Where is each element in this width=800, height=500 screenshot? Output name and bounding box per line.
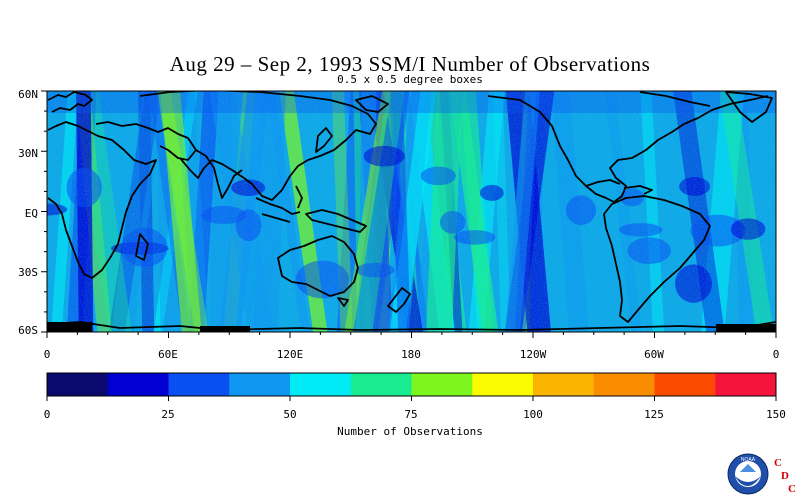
- colorbar-segment: [290, 373, 352, 396]
- colorbar-segment: [168, 373, 230, 396]
- lat-label-30s: 30S: [18, 266, 38, 279]
- colorbar-segment: [350, 373, 412, 396]
- lon-label-0-east: 0: [772, 348, 780, 361]
- colorbar-tick-50: 50: [283, 408, 297, 421]
- colorbar-tick-150: 150: [766, 408, 786, 421]
- logo-letter-c1: C: [774, 457, 782, 469]
- colorbar-tick-100: 100: [523, 408, 543, 421]
- logo-letter-c2: C: [788, 483, 796, 495]
- axis-ticks: [41, 90, 777, 401]
- lat-label-30n: 30N: [18, 147, 38, 160]
- colorbar-segment: [107, 373, 169, 396]
- coastlines: [47, 91, 776, 331]
- lat-label-60s: 60S: [18, 324, 38, 337]
- observation-field: [47, 91, 776, 332]
- map-title: Aug 29 – Sep 2, 1993 SSM/I Number of Obs…: [169, 52, 651, 76]
- colorbar-tick-125: 125: [644, 408, 664, 421]
- lat-label-eq: EQ: [24, 207, 38, 220]
- colorbar-segment: [47, 373, 109, 396]
- colorbar-segment: [654, 373, 716, 396]
- colorbar-segment: [715, 373, 777, 396]
- colorbar-segment: [593, 373, 655, 396]
- colorbar-segment: [411, 373, 473, 396]
- noaa-logo-text: NOAA: [741, 457, 756, 463]
- colorbar-title: Number of Observations: [337, 425, 483, 438]
- lon-label-60w: 60W: [644, 348, 664, 361]
- colorbar: [47, 373, 777, 396]
- colorbar-segment: [533, 373, 595, 396]
- lon-label-60e: 60E: [158, 348, 178, 361]
- logo-letter-d: D: [781, 470, 789, 482]
- colorbar-segment: [472, 373, 534, 396]
- colorbar-tick-0: 0: [43, 408, 51, 421]
- colorbar-segment: [229, 373, 291, 396]
- lat-label-60n: 60N: [18, 88, 38, 101]
- colorbar-tick-25: 25: [161, 408, 175, 421]
- noaa-cdc-logo: NOAA C D C: [726, 452, 798, 497]
- colorbar-frame: [46, 372, 777, 397]
- noaa-icon: NOAA C D C: [727, 453, 796, 495]
- lon-label-120w: 120W: [519, 348, 547, 361]
- lon-label-120e: 120E: [276, 348, 304, 361]
- colorbar-tick-75: 75: [404, 408, 418, 421]
- lon-label-0: 0: [43, 348, 51, 361]
- lon-label-180: 180: [401, 348, 421, 361]
- map-subtitle: 0.5 x 0.5 degree boxes: [337, 73, 483, 86]
